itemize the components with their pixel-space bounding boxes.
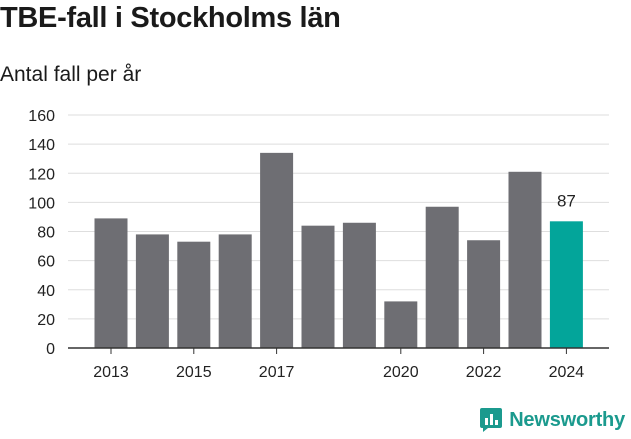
x-tick-label: 2017 [259, 364, 295, 381]
bar [425, 206, 459, 348]
x-tick-label: 2020 [383, 364, 419, 381]
bar [384, 301, 418, 348]
chart-title: TBE-fall i Stockholms län [0, 2, 341, 34]
y-tick-label: 20 [37, 312, 55, 329]
bar [218, 234, 252, 348]
newsworthy-logo-icon [480, 408, 503, 432]
x-tick-label: 2024 [549, 364, 585, 381]
brand-logo: Newsworthy [479, 407, 625, 433]
y-tick-label: 120 [28, 166, 55, 183]
x-tick-label: 2022 [466, 364, 502, 381]
y-tick-label: 60 [37, 254, 55, 271]
y-tick-label: 0 [46, 341, 55, 358]
x-tick-label: 2013 [93, 364, 129, 381]
bar [177, 241, 211, 348]
y-tick-label: 80 [37, 225, 55, 242]
bar-highlight [549, 221, 583, 348]
bar [342, 222, 376, 348]
bar [135, 234, 169, 348]
y-tick-label: 140 [28, 137, 55, 154]
chart-subtitle: Antal fall per år [0, 63, 142, 86]
data-label: 87 [557, 191, 576, 210]
bar [260, 152, 294, 348]
brand-name: Newsworthy [509, 408, 625, 431]
bar [94, 218, 128, 348]
bar [467, 240, 501, 348]
y-tick-label: 40 [37, 283, 55, 300]
y-tick-label: 160 [28, 108, 55, 125]
x-tick-label: 2015 [176, 364, 212, 381]
bar [301, 225, 335, 348]
y-tick-label: 100 [28, 195, 55, 212]
bar [508, 171, 542, 348]
